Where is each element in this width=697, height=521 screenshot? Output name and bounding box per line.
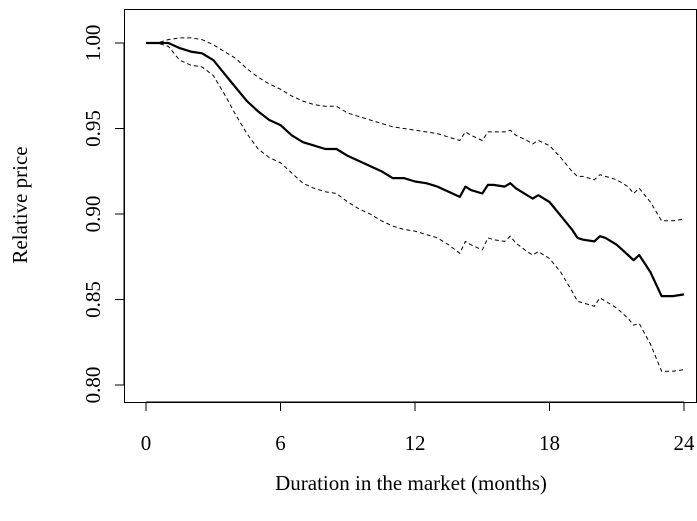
y-axis: 0.80 0.85 0.90 0.95 1.00: [81, 25, 125, 404]
lower-bound-line: [146, 42, 685, 372]
x-tick-label: 24: [674, 431, 696, 455]
y-tick-label: 0.85: [81, 281, 105, 318]
y-tick-label: 0.90: [81, 196, 105, 233]
x-tick-label: 18: [539, 431, 560, 455]
upper-bound-line: [146, 37, 685, 222]
x-axis: 0 6 12 18 24: [141, 401, 696, 455]
y-tick-label: 1.00: [81, 25, 105, 62]
series-layer: [146, 37, 685, 372]
y-tick-label: 0.95: [81, 110, 105, 147]
x-axis-label: Duration in the market (months): [275, 471, 547, 495]
x-tick-label: 0: [141, 431, 152, 455]
x-tick-label: 6: [275, 431, 286, 455]
y-tick-label: 0.80: [81, 367, 105, 404]
plot-frame: [124, 9, 697, 403]
mean-price-line: [146, 41, 685, 298]
x-tick-label: 12: [405, 431, 426, 455]
y-axis-label: Relative price: [8, 146, 32, 263]
